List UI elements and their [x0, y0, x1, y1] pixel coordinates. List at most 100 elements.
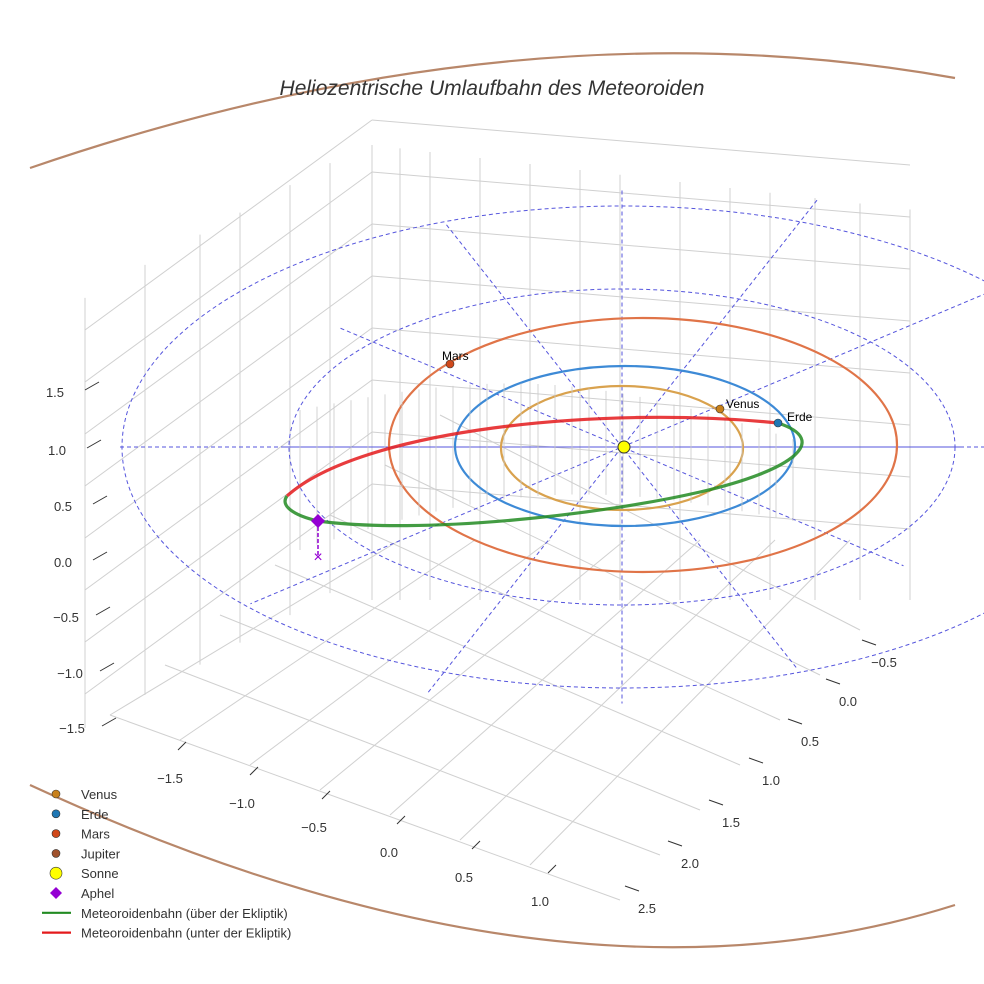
grid-line — [84, 171, 373, 383]
legend-marker-1 — [51, 809, 61, 819]
grid-line — [371, 119, 911, 166]
y-tick-label: 0.0 — [839, 694, 857, 709]
mars-label: Mars — [442, 349, 469, 363]
y-tick — [624, 885, 640, 892]
aphel-projection-x: × — [313, 549, 322, 566]
grid-line — [274, 564, 741, 766]
y-tick — [748, 757, 764, 764]
y-tick — [861, 639, 877, 646]
grid-line — [389, 539, 701, 816]
x-tick-label: 0.5 — [455, 870, 473, 885]
legend-label-7: Meteoroidenbahn (unter der Ekliptik) — [81, 926, 291, 941]
y-tick-label: 2.5 — [638, 901, 656, 916]
x-tick-label: −0.5 — [301, 820, 327, 835]
legend-label-3: Jupiter — [81, 846, 121, 861]
reference-radial-line — [250, 293, 984, 605]
grid-line — [249, 539, 551, 766]
z-tick — [95, 606, 111, 616]
grid-line — [164, 664, 661, 856]
grid-line — [84, 327, 373, 539]
x-tick-label: 1.0 — [531, 894, 549, 909]
planet-markers: Mars Venus Erde — [311, 349, 813, 528]
x-tick — [249, 766, 259, 776]
y-tick — [667, 840, 683, 847]
erde-label: Erde — [787, 410, 813, 424]
z-tick-label: 1.0 — [48, 443, 66, 458]
grid-line — [84, 483, 373, 695]
jupiter-orbit-bottom — [29, 784, 956, 949]
mars-orbit — [387, 316, 899, 574]
z-tick — [92, 495, 108, 505]
grid-line — [84, 119, 373, 331]
legend-marker-4 — [49, 866, 63, 880]
z-tick-label: 1.5 — [46, 385, 64, 400]
legend-label-0: Venus — [81, 787, 118, 802]
grid-line — [109, 714, 621, 901]
legend-label-6: Meteoroidenbahn (über der Ekliptik) — [81, 906, 288, 921]
grid-line — [459, 539, 776, 841]
legend-label-1: Erde — [81, 807, 108, 822]
x-tick — [177, 741, 187, 751]
legend-marker-5 — [50, 887, 62, 899]
grid-line — [371, 275, 911, 322]
z-tick — [86, 439, 102, 449]
orbits: × — [29, 52, 984, 949]
grid-line — [219, 614, 701, 811]
legend: Venus Erde Mars Jupiter Sonne Aphel Meteoroide… — [42, 787, 291, 941]
aphel-marker — [311, 514, 325, 528]
z-tick — [99, 662, 115, 672]
grid-line — [109, 539, 401, 716]
legend-label-5: Aphel — [81, 886, 114, 901]
grid-line — [329, 514, 781, 721]
grid-line — [371, 483, 911, 530]
venus-marker — [715, 404, 725, 414]
z-tick-label: −0.5 — [53, 610, 79, 625]
legend-marker-0 — [51, 789, 61, 799]
z-tick — [84, 381, 100, 391]
grid-line — [371, 223, 911, 270]
y-tick — [787, 718, 803, 725]
y-tick-label: 1.0 — [762, 773, 780, 788]
grid-line — [371, 171, 911, 218]
grid-line — [319, 539, 626, 791]
jupiter-orbit-top — [29, 52, 956, 170]
legend-marker-2 — [51, 829, 61, 838]
x-tick — [396, 815, 406, 825]
x-tick-label: −1.0 — [229, 796, 255, 811]
z-tick-label: 0.5 — [54, 499, 72, 514]
grid-line — [529, 539, 851, 866]
chart-title: Heliozentrische Umlaufbahn des Meteoroid… — [280, 77, 705, 100]
grid-line — [371, 327, 911, 374]
x-tick — [321, 790, 331, 800]
z-tick — [92, 551, 108, 561]
grid-line — [439, 414, 861, 631]
tick-labels: 1.5 1.0 0.5 0.0 −0.5 −1.0 −1.5 −1.5 −1.0 −0.5 0.0 0… — [46, 381, 897, 916]
legend-marker-3 — [51, 849, 61, 858]
sonne-marker — [617, 440, 631, 454]
reference-radial-line — [340, 327, 904, 567]
grid-line — [84, 223, 373, 435]
y-tick — [825, 678, 841, 685]
legend-label-2: Mars — [81, 827, 110, 842]
z-tick — [101, 717, 117, 727]
x-tick — [547, 864, 557, 874]
y-tick-label: 0.5 — [801, 734, 819, 749]
z-tick-label: −1.0 — [57, 666, 83, 681]
erde-orbit — [453, 364, 797, 528]
meteoroid-orbit-above — [283, 421, 804, 528]
venus-label: Venus — [726, 397, 759, 411]
z-tick-label: 0.0 — [54, 555, 72, 570]
grid-line — [179, 539, 476, 741]
grid-line — [84, 431, 373, 643]
mars-marker — [445, 359, 455, 369]
grid-line — [84, 379, 373, 591]
y-tick-label: −0.5 — [871, 655, 897, 670]
axes-grid — [84, 119, 911, 901]
z-tick-label: −1.5 — [59, 721, 85, 736]
venus-orbit — [499, 384, 745, 512]
y-tick-label: 2.0 — [681, 856, 699, 871]
y-tick-label: 1.5 — [722, 815, 740, 830]
x-tick-label: −1.5 — [157, 771, 183, 786]
